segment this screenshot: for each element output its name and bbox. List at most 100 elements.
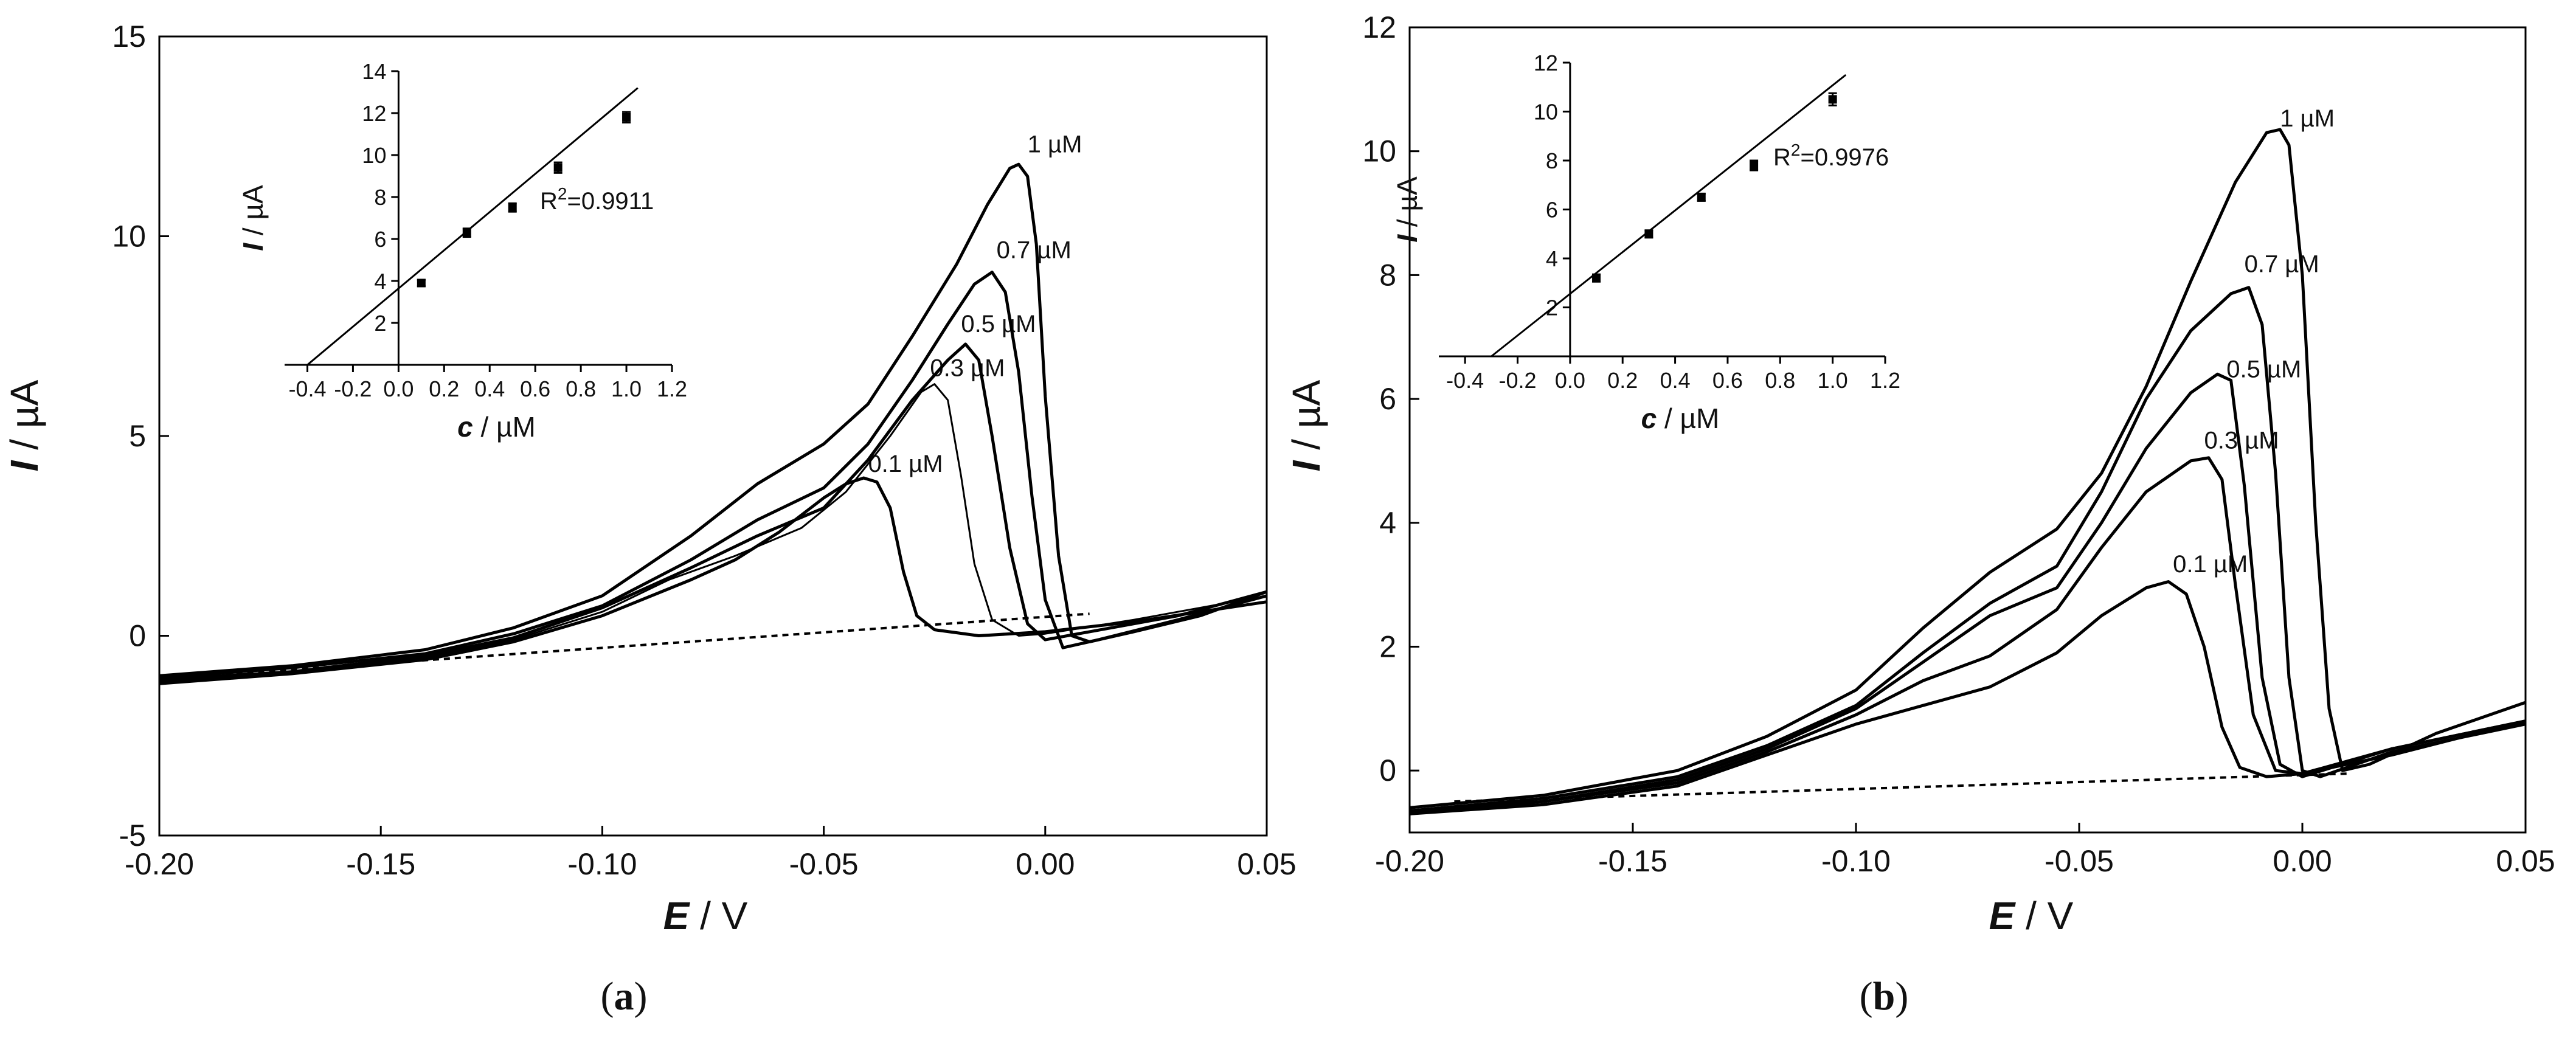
inset-x-tick-label: 0.0 (383, 376, 414, 401)
y-tick-label: 6 (1379, 382, 1396, 416)
y-tick-label: 4 (1379, 506, 1396, 540)
inset-y-axis-label-unit: µA (1391, 176, 1423, 212)
x-axis-label: E / V (1989, 894, 2074, 938)
series-line-4 (159, 162, 1267, 677)
inset-data-point (1592, 274, 1601, 283)
inset-x-axis-label-symbol: c (1641, 403, 1657, 434)
inset-data-point (1750, 161, 1759, 170)
x-tick-label: -0.05 (789, 847, 859, 881)
inset-r2-superscript: 2 (1791, 140, 1801, 159)
inset-y-axis-label-separator: / (1391, 212, 1423, 235)
inset-x-tick-label: 1.2 (1870, 368, 1900, 393)
inset-r2-symbol: R (540, 188, 558, 215)
inset-data-point (508, 203, 517, 212)
y-tick-label: 0 (129, 619, 146, 653)
inset-y-tick-label: 6 (1546, 198, 1558, 223)
y-tick-label: 5 (129, 419, 146, 453)
x-tick-label: -0.05 (2045, 844, 2114, 878)
inset-calibration-plot: -0.4 -0.2 0.0 0.2 0.4 0.6 0.8 1.0 1.2 2 4 6 8 10 12 14 c… (237, 59, 687, 443)
inset-y-tick-label: 8 (1546, 148, 1558, 173)
inset-y-tick-label: 2 (374, 311, 386, 336)
inset-y-tick-label: 14 (362, 59, 386, 84)
inset-data-point (1697, 193, 1706, 202)
inset-x-tick-label: -0.4 (1446, 368, 1484, 393)
inset-x-tick-label: -0.4 (288, 376, 326, 401)
series-label-0: 0.1 µM (868, 451, 943, 477)
y-tick-label: 12 (1362, 10, 1396, 44)
inset-x-tick-label: 1.0 (611, 376, 642, 401)
x-tick-label: -0.10 (1821, 844, 1891, 878)
panel-label-letter: a (614, 974, 634, 1019)
inset-x-tick-label: 0.6 (520, 376, 550, 401)
panel-b: 0 2 4 6 8 10 12 -0.20 -0.15 -0.10 -0.05 0.00 0.05 E /… (1284, 10, 2555, 1019)
inset-x-axis-label-unit: µM (1680, 403, 1720, 434)
inset-data-point (417, 279, 426, 288)
series-line-2 (159, 342, 1267, 682)
inset-data-point (553, 163, 563, 172)
inset-x-tick-label: -0.2 (334, 376, 372, 401)
series-label-2: 0.5 µM (961, 311, 1036, 337)
inset-x-tick-label: 0.6 (1712, 368, 1743, 393)
panel-label-close: ) (1895, 974, 1908, 1019)
x-axis-label: E / V (663, 894, 748, 938)
inset-data-point (462, 228, 471, 237)
inset-x-tick-label: 0.2 (429, 376, 459, 401)
panel-a: -5 0 5 10 15 -0.20 -0.15 -0.10 -0.05 0.00 0.05 E / … (2, 19, 1297, 1019)
x-axis-label-separator: / (2015, 894, 2047, 938)
inset-y-tick-label: 6 (374, 227, 386, 252)
y-tick-label: 10 (112, 220, 146, 254)
series-label-3: 0.7 µM (997, 237, 1072, 264)
plot-frame (158, 35, 1268, 837)
y-tick-label: 15 (112, 19, 146, 54)
inset-r2-value: =0.9911 (567, 188, 654, 215)
x-tick-label: -0.10 (567, 847, 637, 881)
y-tick-label: 10 (1362, 134, 1396, 168)
x-axis-label-symbol: E (663, 894, 691, 938)
series-label-4: 1 µM (2280, 105, 2335, 132)
inset-x-axis-label-separator: / (1657, 403, 1680, 434)
y-tick-label: -5 (119, 818, 146, 853)
x-tick-label: -0.15 (1598, 844, 1667, 878)
series-label-3: 0.7 µM (2245, 251, 2319, 277)
inset-x-tick-label: 0.4 (1660, 368, 1691, 393)
inset-x-axis-label-separator: / (473, 411, 496, 443)
series-line-1 (1409, 456, 2526, 815)
inset-x-axis-label-unit: µM (496, 411, 536, 443)
x-axis-label-symbol: E (1989, 894, 2017, 938)
x-tick-label: -0.15 (346, 847, 415, 881)
inset-calibration-plot: -0.4 -0.2 0.0 0.2 0.4 0.6 0.8 1.0 1.2 2 4 6 8 10 12 c /… (1391, 50, 1900, 434)
inset-r2-value: =0.9976 (1800, 144, 1889, 171)
y-axis-label: I / µA (1284, 379, 1328, 471)
inset-x-tick-label: 0.2 (1607, 368, 1638, 393)
panel-label-letter: b (1873, 974, 1896, 1019)
inset-y-axis-label: I / µA (1391, 176, 1423, 243)
x-tick-label: 0.00 (2273, 844, 2332, 878)
inset-data-point (1644, 229, 1653, 238)
inset-x-tick-label: 1.0 (1818, 368, 1848, 393)
inset-x-tick-label: 1.2 (657, 376, 687, 401)
series-line-1 (159, 383, 1267, 683)
series-line-0 (1409, 580, 2526, 815)
inset-x-tick-label: 0.0 (1555, 368, 1585, 393)
inset-x-axis-label: c / µM (457, 411, 536, 443)
y-axis-label-separator: / (2, 428, 46, 460)
x-tick-label: -0.20 (125, 847, 194, 881)
inset-x-tick-label: -0.2 (1499, 368, 1537, 393)
y-axis-label-unit: µA (2, 379, 46, 428)
inset-y-axis-label-separator: / (237, 220, 269, 243)
inset-y-tick-label: 12 (362, 101, 386, 126)
inset-x-tick-label: 0.8 (1765, 368, 1795, 393)
inset-data-point (1828, 95, 1837, 104)
x-axis-label-unit: V (722, 894, 748, 938)
inset-y-axis-label-symbol: I (237, 243, 269, 251)
inset-y-tick-label: 10 (1534, 100, 1558, 125)
panel-label-open: ( (1860, 974, 1873, 1019)
series-label-0: 0.1 µM (2173, 551, 2248, 578)
x-tick-label: -0.20 (1375, 844, 1444, 878)
y-axis-label-unit: µA (1284, 379, 1328, 428)
y-tick-label: 0 (1379, 753, 1396, 787)
series-line-2 (1409, 372, 2526, 812)
series-label-4: 1 µM (1028, 131, 1082, 158)
panel-label-close: ) (634, 974, 648, 1019)
